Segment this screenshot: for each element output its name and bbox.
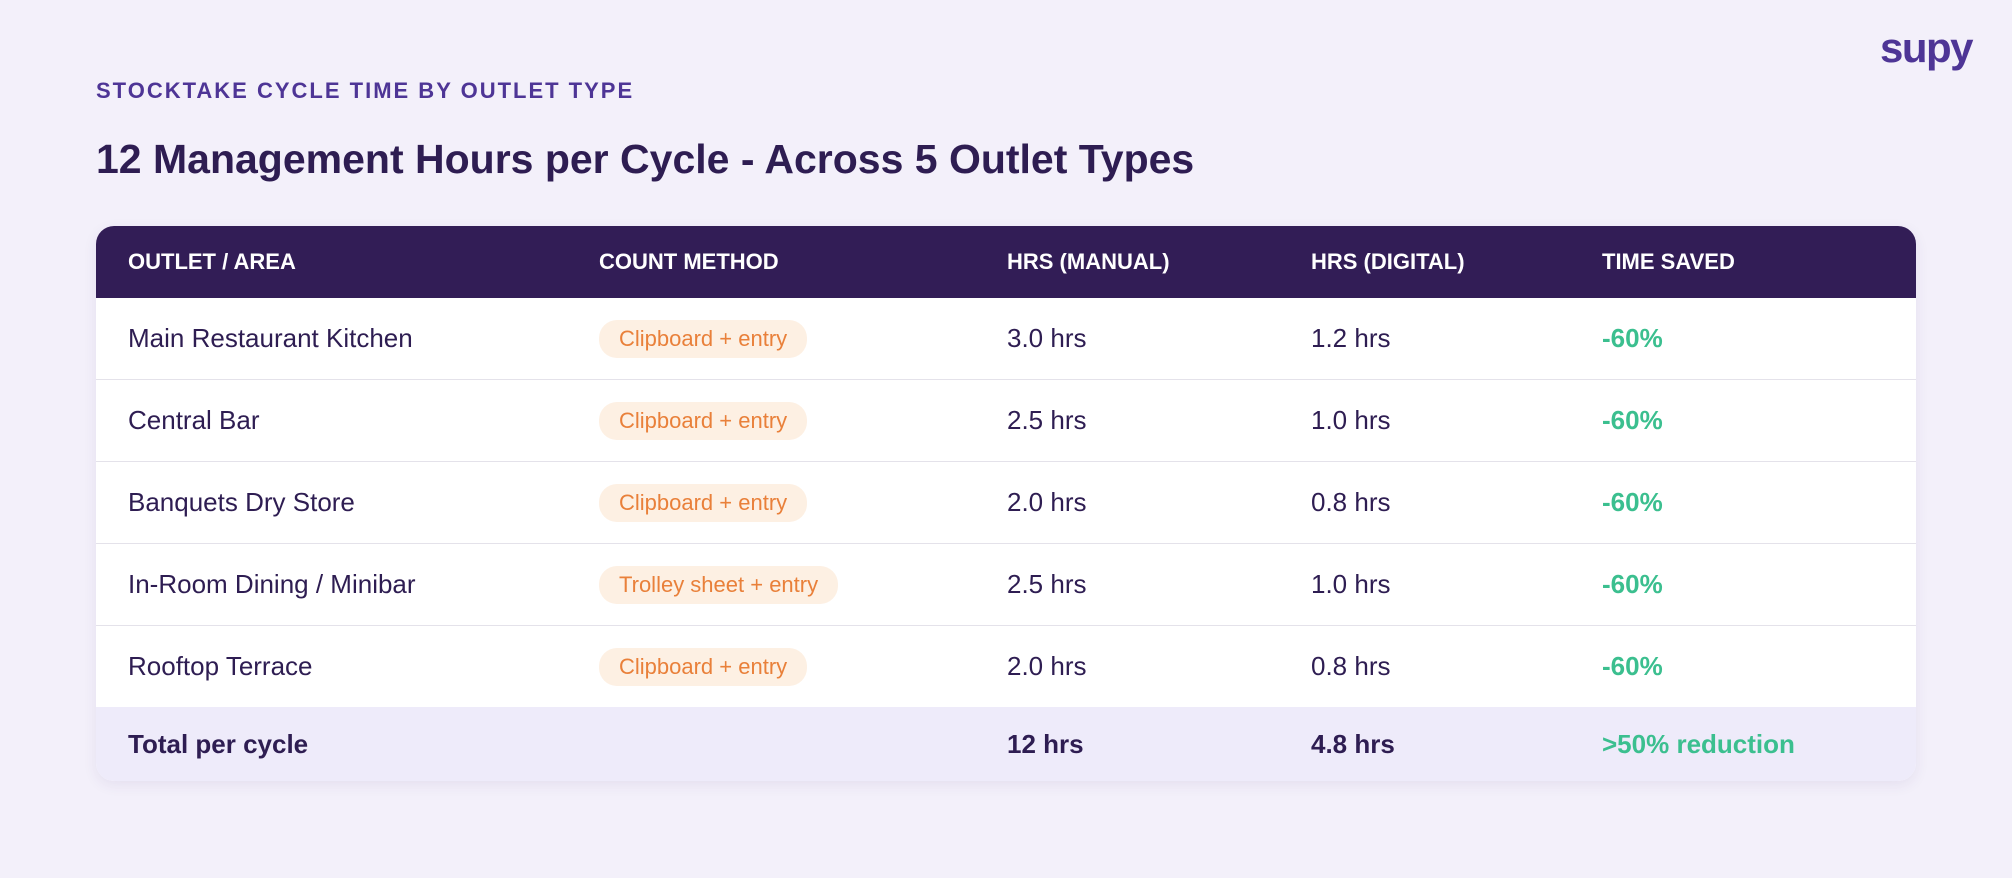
cell: 0.8 hrs bbox=[1311, 487, 1391, 517]
method-pill: Clipboard + entry bbox=[599, 647, 808, 686]
cell: 1.0 hrs bbox=[1311, 405, 1391, 435]
total-saved: >50% reduction bbox=[1602, 728, 1795, 759]
total-manual: 12 hrs bbox=[1007, 728, 1084, 759]
cell: Central Bar bbox=[128, 405, 260, 435]
page-title: 12 Management Hours per Cycle - Across 5… bbox=[96, 136, 1195, 182]
column-header: COUNT METHOD bbox=[599, 249, 779, 274]
logo: supy bbox=[1879, 24, 1974, 71]
table-header: OUTLET / AREA COUNT METHOD HRS (MANUAL) HRS… bbox=[96, 226, 1916, 298]
cell: 3.0 hrs bbox=[1007, 323, 1087, 353]
cell: 2.0 hrs bbox=[1007, 487, 1087, 517]
cell: Trolley sheet + entry bbox=[599, 565, 1007, 604]
column-header: HRS (MANUAL) bbox=[1007, 249, 1170, 274]
time-saved: -60% bbox=[1602, 487, 1663, 517]
cell: 2.5 hrs bbox=[1007, 569, 1087, 599]
table-row: Central Bar Clipboard + entry 2.5 hrs 1.0 h… bbox=[96, 380, 1916, 462]
total-digital: 4.8 hrs bbox=[1311, 728, 1395, 759]
cell: Main Restaurant Kitchen bbox=[128, 323, 413, 353]
table-row: In-Room Dining / Minibar Trolley sheet + … bbox=[96, 544, 1916, 626]
table-row: Rooftop Terrace Clipboard + entry 2.0 hrs 0… bbox=[96, 626, 1916, 707]
cell: In-Room Dining / Minibar bbox=[128, 569, 416, 599]
column-header: OUTLET / AREA bbox=[128, 249, 296, 274]
method-pill: Clipboard + entry bbox=[599, 483, 808, 522]
time-saved: -60% bbox=[1602, 323, 1663, 353]
time-saved: -60% bbox=[1602, 569, 1663, 599]
cell: Clipboard + entry bbox=[599, 647, 1007, 686]
cell: 0.8 hrs bbox=[1311, 651, 1391, 681]
cell: 1.2 hrs bbox=[1311, 323, 1391, 353]
cell: Clipboard + entry bbox=[599, 319, 1007, 358]
cell: 1.0 hrs bbox=[1311, 569, 1391, 599]
cell: 2.0 hrs bbox=[1007, 651, 1087, 681]
method-pill: Trolley sheet + entry bbox=[599, 565, 839, 604]
total-row: Total per cycle 12 hrs 4.8 hrs >50% redu… bbox=[96, 707, 1916, 781]
column-header: HRS (DIGITAL) bbox=[1311, 249, 1465, 274]
table-row: Main Restaurant Kitchen Clipboard + entry… bbox=[96, 298, 1916, 380]
cell: Rooftop Terrace bbox=[128, 651, 313, 681]
cell: Clipboard + entry bbox=[599, 483, 1007, 522]
time-saved: -60% bbox=[1602, 405, 1663, 435]
cell: Clipboard + entry bbox=[599, 401, 1007, 440]
time-saved: -60% bbox=[1602, 651, 1663, 681]
table-body: Main Restaurant Kitchen Clipboard + entry… bbox=[96, 298, 1916, 707]
total-label: Total per cycle bbox=[128, 728, 309, 759]
method-pill: Clipboard + entry bbox=[599, 401, 808, 440]
table-row: Banquets Dry Store Clipboard + entry 2.0 h… bbox=[96, 462, 1916, 544]
column-header: TIME SAVED bbox=[1602, 249, 1735, 274]
table: OUTLET / AREA COUNT METHOD HRS (MANUAL) HRS… bbox=[96, 226, 1916, 781]
eyebrow: STOCKTAKE CYCLE TIME BY OUTLET TYPE bbox=[96, 78, 635, 103]
cell: Banquets Dry Store bbox=[128, 487, 355, 517]
cell: 2.5 hrs bbox=[1007, 405, 1087, 435]
method-pill: Clipboard + entry bbox=[599, 319, 808, 358]
